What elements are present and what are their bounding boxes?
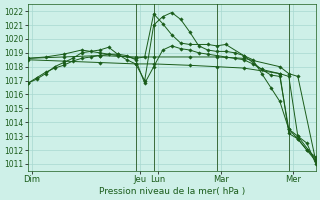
X-axis label: Pression niveau de la mer( hPa ): Pression niveau de la mer( hPa ) bbox=[99, 187, 245, 196]
